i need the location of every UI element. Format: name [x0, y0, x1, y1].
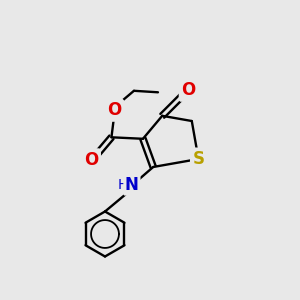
Text: O: O [107, 101, 122, 119]
Text: S: S [193, 150, 205, 168]
Text: H: H [118, 178, 128, 192]
Text: N: N [125, 176, 139, 194]
Text: O: O [181, 81, 196, 99]
Text: O: O [84, 151, 98, 169]
